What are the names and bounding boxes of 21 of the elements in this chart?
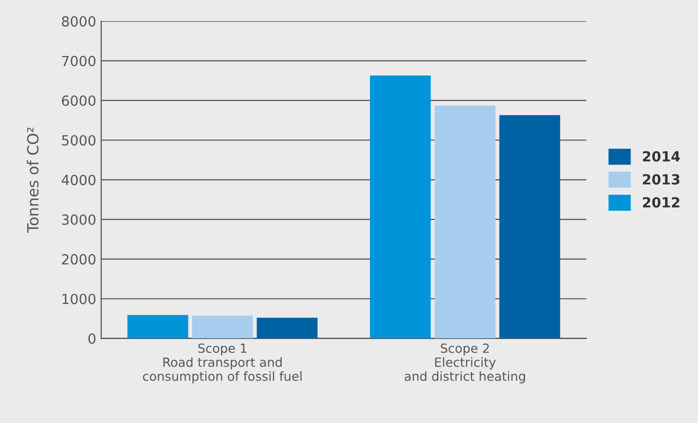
y-axis-title: Tonnes of CO² xyxy=(26,128,39,233)
y-tick-label: 5000 xyxy=(62,135,96,146)
y-tick-label: 8000 xyxy=(62,16,96,27)
y-tick-label: 3000 xyxy=(62,214,96,225)
bar xyxy=(434,106,496,338)
bar xyxy=(370,75,431,338)
legend-label: 2012 xyxy=(642,197,680,208)
x-tick-label: Scope 2 Electricity and district heating xyxy=(404,343,525,384)
bar xyxy=(127,315,188,338)
y-tick-label: 1000 xyxy=(62,294,96,304)
y-tick-label: 6000 xyxy=(62,95,96,106)
y-tick-label: 7000 xyxy=(62,56,96,66)
y-tick-label: 0 xyxy=(88,333,96,344)
bar xyxy=(192,316,253,338)
x-tick-label: Scope 1 Road transport and consumption of fossil fuel xyxy=(142,343,302,384)
y-tick-label: 2000 xyxy=(62,254,96,265)
y-tick-label: 4000 xyxy=(62,174,96,186)
legend-label: 2013 xyxy=(642,174,680,185)
bar xyxy=(256,318,318,338)
legend-label: 2014 xyxy=(642,151,680,162)
bar xyxy=(499,115,560,338)
